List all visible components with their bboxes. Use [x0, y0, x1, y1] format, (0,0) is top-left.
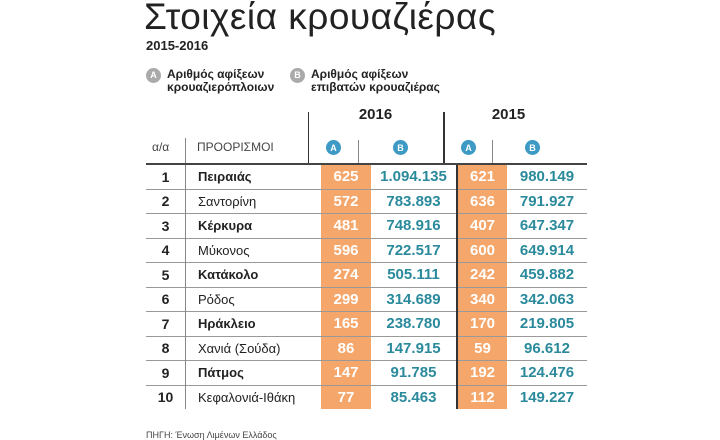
- divider: [308, 112, 309, 164]
- table-row: 4 Μύκονος 596 722.517 600 649.914: [146, 237, 587, 263]
- ships-2016: 147: [321, 360, 371, 385]
- destination-name: Χανιά (Σούδα): [198, 340, 281, 356]
- row-index: 2: [146, 188, 186, 214]
- legend-a-badge: A: [146, 68, 161, 83]
- divider: [492, 140, 493, 164]
- passengers-2015: 124.476: [507, 360, 587, 385]
- ships-2015: 636: [456, 188, 507, 214]
- destination-name: Μύκονος: [198, 242, 250, 258]
- passengers-2016: 1.094.135: [371, 163, 457, 189]
- legend-a: A Αριθμός αφίξεων κρουαζιερόπλοιων: [146, 68, 274, 94]
- column-b-badge: B: [525, 140, 540, 155]
- table-row: 1 Πειραιάς 625 1.094.135 621 980.149: [146, 163, 587, 189]
- row-index: 1: [146, 163, 186, 189]
- destination-name: Κέρκυρα: [198, 218, 253, 234]
- ships-2015: 621: [456, 163, 507, 189]
- ships-2015: 407: [456, 213, 507, 238]
- table-row: 7 Ηράκλειο 165 238.780 170 219.805: [146, 311, 587, 336]
- table-row: 10 Κεφαλονιά-Ιθάκη 77 85.463 112 149.227: [146, 384, 587, 409]
- passengers-2016: 91.785: [371, 360, 457, 385]
- ships-2015: 112: [456, 384, 507, 409]
- destination-name: Κατάκολο: [198, 267, 259, 283]
- row-index: 9: [146, 360, 186, 385]
- ships-2015: 59: [456, 335, 507, 361]
- row-index: 10: [146, 384, 186, 409]
- passengers-2016: 783.893: [371, 188, 457, 214]
- ships-2015: 192: [456, 360, 507, 385]
- passengers-2015: 980.149: [507, 163, 587, 189]
- table-row: 6 Ρόδος 299 314.689 340 342.063: [146, 286, 587, 312]
- ships-2016: 274: [321, 262, 371, 287]
- row-index: 3: [146, 213, 186, 238]
- row-index: 4: [146, 237, 186, 263]
- passengers-2016: 85.463: [371, 384, 457, 409]
- ships-2016: 596: [321, 237, 371, 263]
- column-a-badge: A: [461, 140, 476, 155]
- ships-2016: 481: [321, 213, 371, 238]
- divider: [358, 140, 359, 164]
- passengers-2016: 505.111: [371, 262, 457, 287]
- year-2016-header: 2016: [358, 106, 393, 123]
- destination-name: Ηράκλειο: [198, 316, 256, 332]
- source-note: ΠΗΓΗ: Ένωση Λιμένων Ελλάδος: [146, 430, 277, 440]
- legend-b-label: Αριθμός αφίξεων: [311, 67, 409, 81]
- ships-2015: 242: [456, 262, 507, 287]
- table-row: 3 Κέρκυρα 481 748.916 407 647.347: [146, 213, 587, 238]
- passengers-2015: 219.805: [507, 311, 587, 336]
- passengers-2015: 459.882: [507, 262, 587, 287]
- legend-a-label2: κρουαζιερόπλοιων: [167, 80, 275, 94]
- ships-2015: 340: [456, 286, 507, 312]
- column-b-badge: B: [393, 140, 408, 155]
- legend-a-label: Αριθμός αφίξεων: [167, 67, 265, 81]
- ships-2016: 625: [321, 163, 371, 189]
- destination-name: Κεφαλονιά-Ιθάκη: [198, 389, 296, 405]
- passengers-2016: 147.915: [371, 335, 457, 361]
- ships-2015: 170: [456, 311, 507, 336]
- table-row: 8 Χανιά (Σούδα) 86 147.915 59 96.612: [146, 335, 587, 361]
- ships-2016: 299: [321, 286, 371, 312]
- table-row: 2 Σαντορίνη 572 783.893 636 791.927: [146, 188, 587, 214]
- destination-name: Πειραιάς: [198, 169, 252, 185]
- passengers-2015: 96.612: [507, 335, 587, 361]
- passengers-2015: 149.227: [507, 384, 587, 409]
- destination-name: Σαντορίνη: [198, 193, 257, 209]
- passengers-2016: 314.689: [371, 286, 457, 312]
- page-title: Στοιχεία κρουαζιέρας: [144, 0, 497, 37]
- destinations-header: ΠΡΟΟΡΙΣΜΟΙ: [197, 140, 274, 154]
- ships-2016: 572: [321, 188, 371, 214]
- passengers-2016: 238.780: [371, 311, 457, 336]
- row-index: 8: [146, 335, 186, 361]
- ships-2016: 165: [321, 311, 371, 336]
- passengers-2016: 722.517: [371, 237, 457, 263]
- divider: [443, 112, 445, 164]
- legend-b-label2: επιβατών κρουαζιέρας: [311, 80, 440, 94]
- row-index: 5: [146, 262, 186, 287]
- ships-2016: 77: [321, 384, 371, 409]
- legend-b-badge: B: [290, 68, 305, 83]
- index-header: α/α: [152, 140, 170, 154]
- row-index: 7: [146, 311, 186, 336]
- subtitle: 2015-2016: [146, 38, 209, 53]
- column-a-badge: A: [326, 140, 341, 155]
- year-2015-header: 2015: [491, 106, 526, 123]
- ships-2016: 86: [321, 335, 371, 361]
- passengers-2015: 647.347: [507, 213, 587, 238]
- divider: [185, 138, 186, 164]
- legend-b: B Αριθμός αφίξεων επιβατών κρουαζιέρας: [290, 68, 440, 94]
- table-row: 9 Πάτμος 147 91.785 192 124.476: [146, 360, 587, 385]
- passengers-2015: 649.914: [507, 237, 587, 263]
- cruise-table: 1 Πειραιάς 625 1.094.135 621 980.149 2 Σα…: [146, 163, 587, 409]
- passengers-2015: 791.927: [507, 188, 587, 214]
- table-row: 5 Κατάκολο 274 505.111 242 459.882: [146, 262, 587, 287]
- passengers-2015: 342.063: [507, 286, 587, 312]
- ships-2015: 600: [456, 237, 507, 263]
- row-index: 6: [146, 286, 186, 312]
- destination-name: Πάτμος: [198, 365, 244, 381]
- destination-name: Ρόδος: [198, 291, 235, 307]
- passengers-2016: 748.916: [371, 213, 457, 238]
